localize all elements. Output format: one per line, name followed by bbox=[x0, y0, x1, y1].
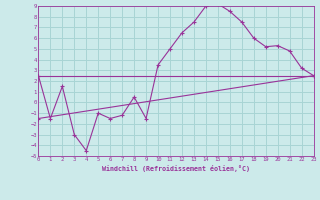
X-axis label: Windchill (Refroidissement éolien,°C): Windchill (Refroidissement éolien,°C) bbox=[102, 165, 250, 172]
